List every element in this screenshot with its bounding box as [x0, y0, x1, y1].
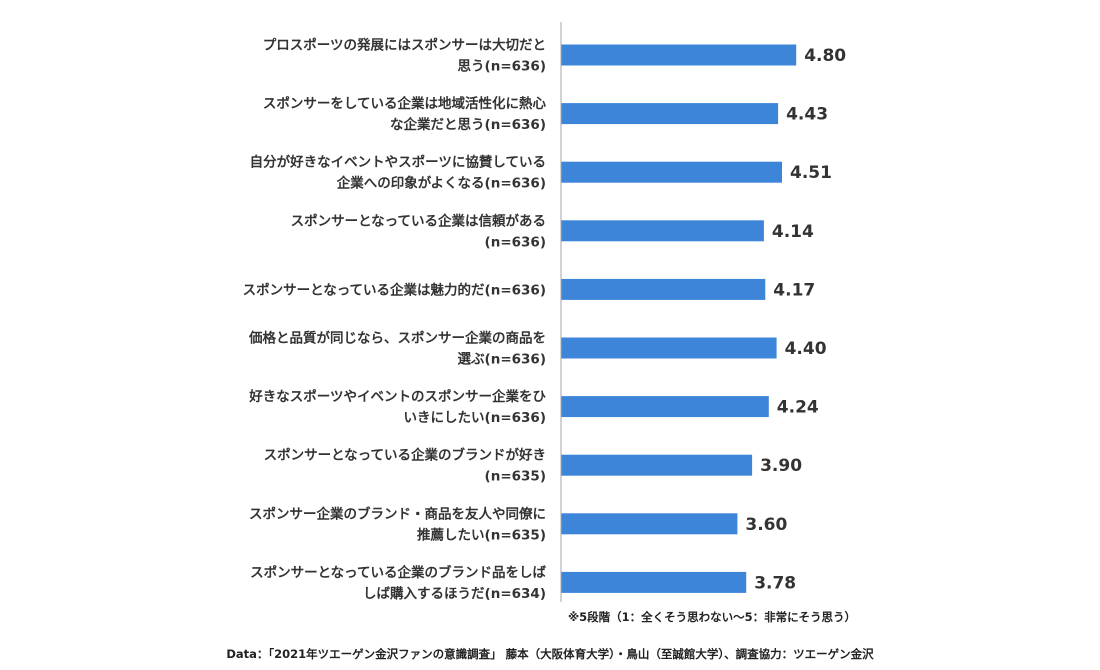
value-label: 4.40	[785, 339, 827, 359]
category-label: スポンサーをしている企業は地域活性化に熱心	[263, 95, 547, 112]
value-label: 4.24	[777, 398, 819, 418]
category-label: スポンサー企業のブランド・商品を友人や同僚に	[249, 505, 546, 522]
value-label: 3.78	[754, 573, 796, 593]
category-label: な企業だと思う(n=636)	[390, 116, 546, 133]
bar	[561, 44, 797, 66]
category-label: プロスポーツの発展にはスポンサーは大切だと	[263, 37, 546, 54]
value-label: 4.80	[804, 46, 846, 66]
bar	[561, 454, 753, 476]
category-label: (n=636)	[485, 234, 546, 250]
bar	[561, 396, 769, 418]
value-label: 3.90	[760, 456, 802, 476]
category-label: 企業への印象がよくなる(n=636)	[336, 175, 546, 192]
scale-note: ※5段階（1：全くそう思わない〜5：非常にそう思う）	[568, 610, 856, 624]
bar	[561, 220, 764, 242]
bar	[561, 161, 782, 183]
category-label: いきにしたい(n=636)	[404, 410, 546, 426]
category-label: 推薦したい(n=635)	[417, 526, 546, 543]
category-label: スポンサーとなっている企業は魅力的だ(n=636)	[243, 281, 546, 298]
category-label: 自分が好きなイベントやスポーツに協賛している	[250, 154, 546, 171]
category-label: 選ぶ(n=636)	[458, 352, 546, 368]
value-label: 4.14	[772, 222, 814, 242]
bar	[561, 513, 738, 535]
bar	[561, 337, 777, 359]
category-label: (n=635)	[485, 469, 546, 485]
bar	[561, 103, 779, 125]
value-label: 4.43	[786, 105, 828, 125]
value-label: 3.60	[745, 515, 787, 535]
category-label: スポンサーとなっている企業のブランド品をしば	[250, 564, 546, 581]
category-label: スポンサーとなっている企業のブランドが好き	[264, 447, 546, 464]
category-label: 価格と品質が同じなら、スポンサー企業の商品を	[248, 330, 546, 347]
bar	[561, 571, 747, 593]
category-label: 好きなスポーツやイベントのスポンサー企業をひ	[248, 388, 546, 405]
bar	[561, 278, 766, 300]
value-label: 4.17	[773, 280, 815, 300]
data-source: Data：「2021年ツエーゲン金沢ファンの意識調査」 藤本（大阪体育大学）・鳥…	[226, 647, 874, 661]
category-label: 思う(n=636)	[458, 59, 546, 75]
category-label: スポンサーとなっている企業は信頼がある	[291, 212, 546, 229]
value-label: 4.51	[790, 163, 832, 183]
category-label: しば購入するほうだ(n=634)	[363, 585, 546, 602]
